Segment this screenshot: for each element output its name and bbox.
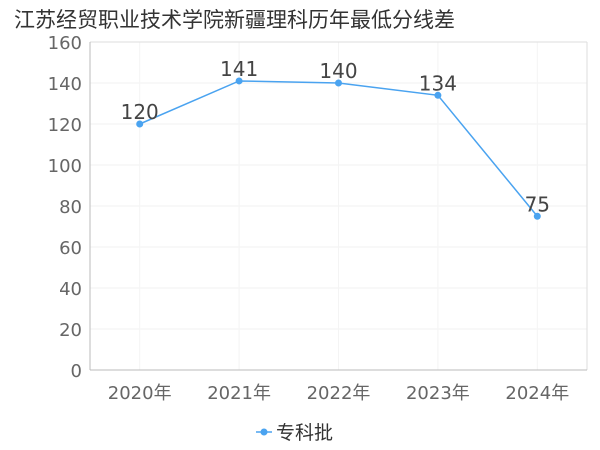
data-point — [533, 212, 541, 220]
y-tick-label: 140 — [48, 74, 82, 95]
data-label: 120 — [121, 100, 159, 124]
data-point — [235, 77, 243, 85]
chart-title: 江苏经贸职业技术学院新疆理科历年最低分线差 — [14, 8, 455, 32]
data-label: 140 — [319, 59, 357, 83]
data-point — [434, 91, 442, 99]
y-tick-label: 100 — [48, 156, 82, 177]
x-tick-label: 2023年 — [406, 383, 470, 404]
y-tick-label: 80 — [59, 197, 82, 218]
y-tick-label: 160 — [48, 33, 82, 54]
x-tick-label: 2020年 — [108, 383, 172, 404]
x-tick-label: 2021年 — [207, 383, 271, 404]
y-tick-label: 0 — [71, 361, 82, 382]
legend-marker-icon — [260, 428, 268, 436]
legend-label: 专科批 — [276, 422, 333, 444]
x-tick-label: 2022年 — [307, 383, 371, 404]
data-point — [136, 120, 144, 128]
data-label: 134 — [419, 71, 457, 95]
y-tick-label: 60 — [59, 238, 82, 259]
data-label: 75 — [525, 192, 550, 216]
y-tick-label: 40 — [59, 279, 82, 300]
y-tick-label: 120 — [48, 115, 82, 136]
data-label: 141 — [220, 57, 258, 81]
x-tick-label: 2024年 — [505, 383, 569, 404]
y-tick-label: 20 — [59, 320, 82, 341]
data-point — [335, 79, 342, 87]
